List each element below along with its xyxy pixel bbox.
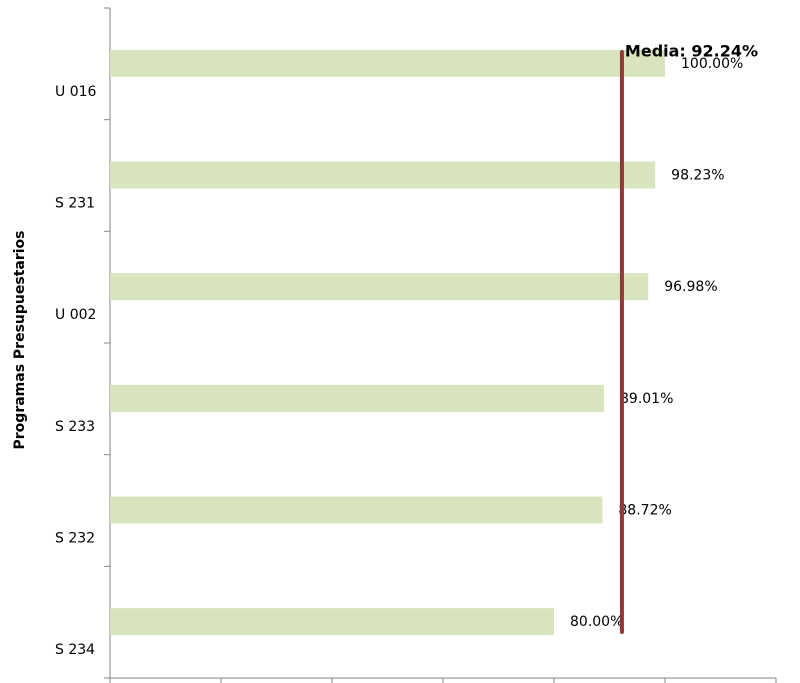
value-label: 80.00% (570, 614, 623, 630)
y-tick-label: U 002 (55, 307, 96, 323)
y-tick-label: S 233 (55, 419, 95, 435)
bar (110, 273, 649, 301)
bar (110, 496, 603, 524)
bar (110, 384, 605, 412)
value-label: 96.98% (664, 279, 717, 295)
value-label: 100.00% (681, 56, 743, 72)
value-label: 88.72% (618, 503, 671, 519)
y-tick-label: S 234 (55, 642, 95, 658)
mean-label: Media: 92.24% (625, 42, 758, 61)
y-tick-label: S 231 (55, 196, 95, 212)
value-label: 89.01% (620, 391, 673, 407)
value-label: 98.23% (671, 168, 724, 184)
bar (110, 161, 656, 189)
y-axis-label: Programas Presupuestarios (12, 231, 28, 450)
bar (110, 608, 554, 636)
y-tick-label: U 016 (55, 84, 97, 100)
y-tick-label: S 232 (55, 531, 95, 547)
bar (110, 49, 665, 77)
